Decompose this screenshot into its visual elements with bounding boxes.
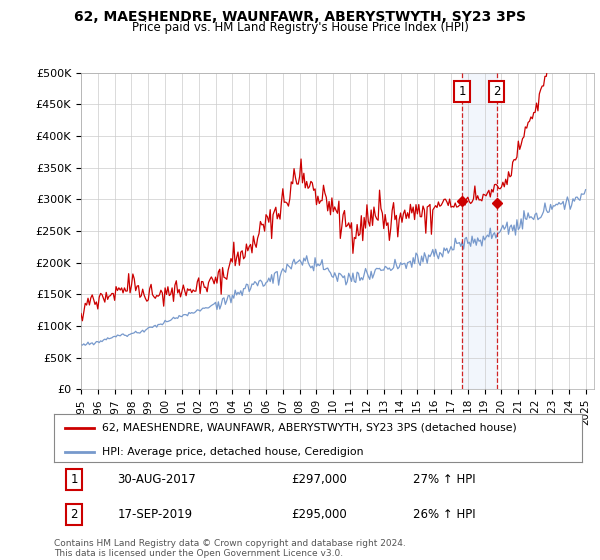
Text: 1: 1 [458, 85, 466, 99]
Text: 2: 2 [493, 85, 500, 99]
Text: £295,000: £295,000 [292, 508, 347, 521]
Text: £297,000: £297,000 [292, 473, 347, 486]
Text: Contains HM Land Registry data © Crown copyright and database right 2024.
This d: Contains HM Land Registry data © Crown c… [54, 539, 406, 558]
Text: 26% ↑ HPI: 26% ↑ HPI [413, 508, 476, 521]
Bar [462, 73, 497, 389]
Text: 27% ↑ HPI: 27% ↑ HPI [413, 473, 476, 486]
Text: 62, MAESHENDRE, WAUNFAWR, ABERYSTWYTH, SY23 3PS: 62, MAESHENDRE, WAUNFAWR, ABERYSTWYTH, S… [74, 10, 526, 24]
Text: 62, MAESHENDRE, WAUNFAWR, ABERYSTWYTH, SY23 3PS (detached house): 62, MAESHENDRE, WAUNFAWR, ABERYSTWYTH, S… [101, 423, 516, 433]
Text: Price paid vs. HM Land Registry's House Price Index (HPI): Price paid vs. HM Land Registry's House … [131, 21, 469, 34]
Text: HPI: Average price, detached house, Ceredigion: HPI: Average price, detached house, Cere… [101, 446, 363, 456]
Text: 30-AUG-2017: 30-AUG-2017 [118, 473, 196, 486]
Text: 17-SEP-2019: 17-SEP-2019 [118, 508, 193, 521]
Text: 2: 2 [70, 508, 78, 521]
Text: 1: 1 [70, 473, 78, 486]
